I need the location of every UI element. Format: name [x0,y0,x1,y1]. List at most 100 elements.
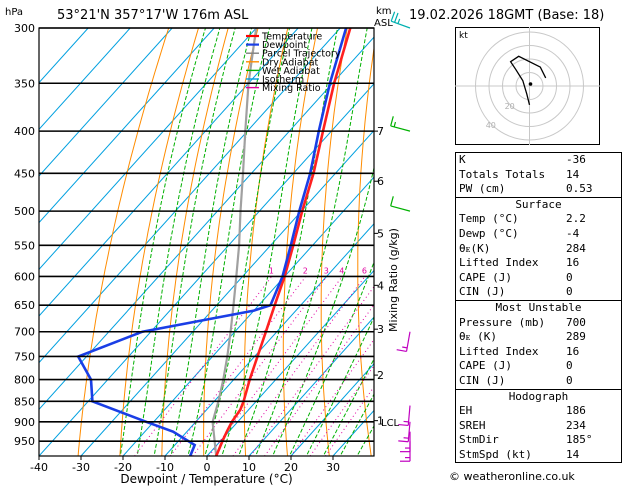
index-value: 0 [566,373,573,387]
dewpoint-line [76,28,348,456]
mixing-ratio-label: 8 [378,266,383,275]
index-label: θᴇ(K) [459,241,491,255]
wind-barb-feather [398,440,409,443]
index-value: 16 [566,344,580,358]
legend-label: Mixing Ratio [262,83,321,94]
wind-barb [391,20,411,29]
wind-barb-feather [396,349,407,353]
km-axis-label: km [376,6,392,17]
basic-row: K -36 [456,153,621,168]
dry-adiabat-line [282,28,318,456]
index-value: 14 [566,447,580,461]
temp-tick-label: 30 [326,461,340,474]
dry-adiabat-line [243,28,289,456]
mixing-ratio-line [264,304,374,456]
datetime-header: 19.02.2026 18GMT (Base: 18) [409,8,605,23]
mixing-ratio-label: 6 [362,266,367,275]
legend-label: Dewpoint [262,40,307,51]
most_unstable-row: Pressure (mb) 700 [456,316,621,331]
pressure-tick-label: 900 [14,416,35,429]
temp-tick-label: 0 [204,461,211,474]
index-label: CIN (J) [459,373,506,387]
pressure-tick-label: 450 [14,167,35,180]
dry-adiabat-line [357,45,374,456]
most_unstable-row: θᴇ (K) 289 [456,330,621,345]
index-value: 289 [566,330,586,344]
pressure-tick-label: 500 [14,205,35,218]
index-value: 700 [566,315,586,329]
copyright-notice: © weatheronline.co.uk [449,470,575,483]
surface-row: CAPE (J) 0 [456,271,621,286]
isotherm-line [122,176,374,456]
most-unstable-box: Most Unstable Pressure (mb) 700 θᴇ (K) 289 L… [455,299,622,390]
lcl-label: LCL [381,418,400,429]
dry-adiabat-line [161,28,229,456]
wind-barb [407,405,411,426]
index-label: Lifted Index [459,256,539,270]
mixing-ratio-line [290,338,374,456]
index-value: 0 [566,359,573,373]
hodograph-title: Hodograph [508,389,569,403]
km-tick-label: 7 [377,125,384,138]
index-value: 0.53 [566,182,593,196]
temp-tick-label: -40 [30,461,48,474]
wind-barb [407,421,411,442]
isotherm-line [206,269,374,456]
km-tick-label: 3 [377,323,384,336]
legend-label: Parcel Trajectory [262,49,341,60]
index-label: θᴇ (K) [459,330,498,344]
most-unstable-title: Most Unstable [495,300,582,314]
isotherm-line [39,28,131,131]
hodograph-unit-label: kt [459,31,468,41]
hodograph-row: EH 186 [456,404,621,419]
surface-row: Dewp (°C) -4 [456,227,621,242]
km-tick-label: 5 [377,227,384,240]
index-label: CAPE (J) [459,359,512,373]
basic-row: Totals Totals 14 [456,168,621,183]
surface-row: Lifted Index 16 [456,256,621,271]
hodograph-row: StmSpd (kt) 14 [456,448,621,463]
pressure-tick-label: 400 [14,125,35,138]
temp-tick-label: -20 [114,461,132,474]
mixing-ratio-label: 3 [324,266,329,275]
index-label: Dewp (°C) [459,226,519,240]
wind-barb [405,331,411,352]
dry-adiabat-line [77,28,170,456]
dry-adiabat-line [119,28,199,456]
mixing-ratio-label: 15 [416,266,426,275]
wet-adiabat-line [305,316,374,456]
pressure-tick-label: 550 [14,239,35,252]
temp-tick-label: 20 [284,461,298,474]
pressure-tick-label: 650 [14,299,35,312]
index-label: EH [459,404,473,418]
basic-row: PW (cm) 0.53 [456,182,621,197]
mixing-ratio-label: 1 [269,266,274,275]
index-value: 14 [566,167,580,181]
location-header: 53°21'N 357°17'W 176m ASL [57,8,249,23]
index-label: K [459,153,466,166]
basic-indices-box: K -36 Totals Totals 14 PW (cm) 0.53 [455,152,622,198]
mixing-ratio-axis-label: Mixing Ratio (g/kg) [387,228,400,332]
legend-label: Temperature [261,32,322,43]
wind-barb-feather [394,12,399,23]
index-value: 234 [566,418,586,432]
wet-adiabat-line [339,393,374,456]
km-tick-label: 1 [377,415,384,428]
hodograph-storm-marker [528,82,533,86]
index-label: Lifted Index [459,344,539,358]
hodograph-indices-box: Hodograph EH 186 SREH 234 StmDir 185° StmSpd (… [455,388,622,464]
km-tick-label: 4 [377,279,384,292]
index-value: 186 [566,404,586,418]
pressure-tick-label: 800 [14,374,35,387]
index-value: 2.2 [566,212,586,226]
wet-adiabat-line [119,28,206,456]
legend-label: Dry Adiabat [262,57,319,68]
isotherm-line [39,28,299,317]
temp-tick-label: -10 [156,461,174,474]
hodograph-plot: kt 20 40 [455,27,600,145]
index-label: Temp (°C) [459,212,519,226]
wind-barb-feather [390,196,394,207]
wind-barb-feather [393,121,397,128]
pressure-tick-label: 850 [14,395,35,408]
